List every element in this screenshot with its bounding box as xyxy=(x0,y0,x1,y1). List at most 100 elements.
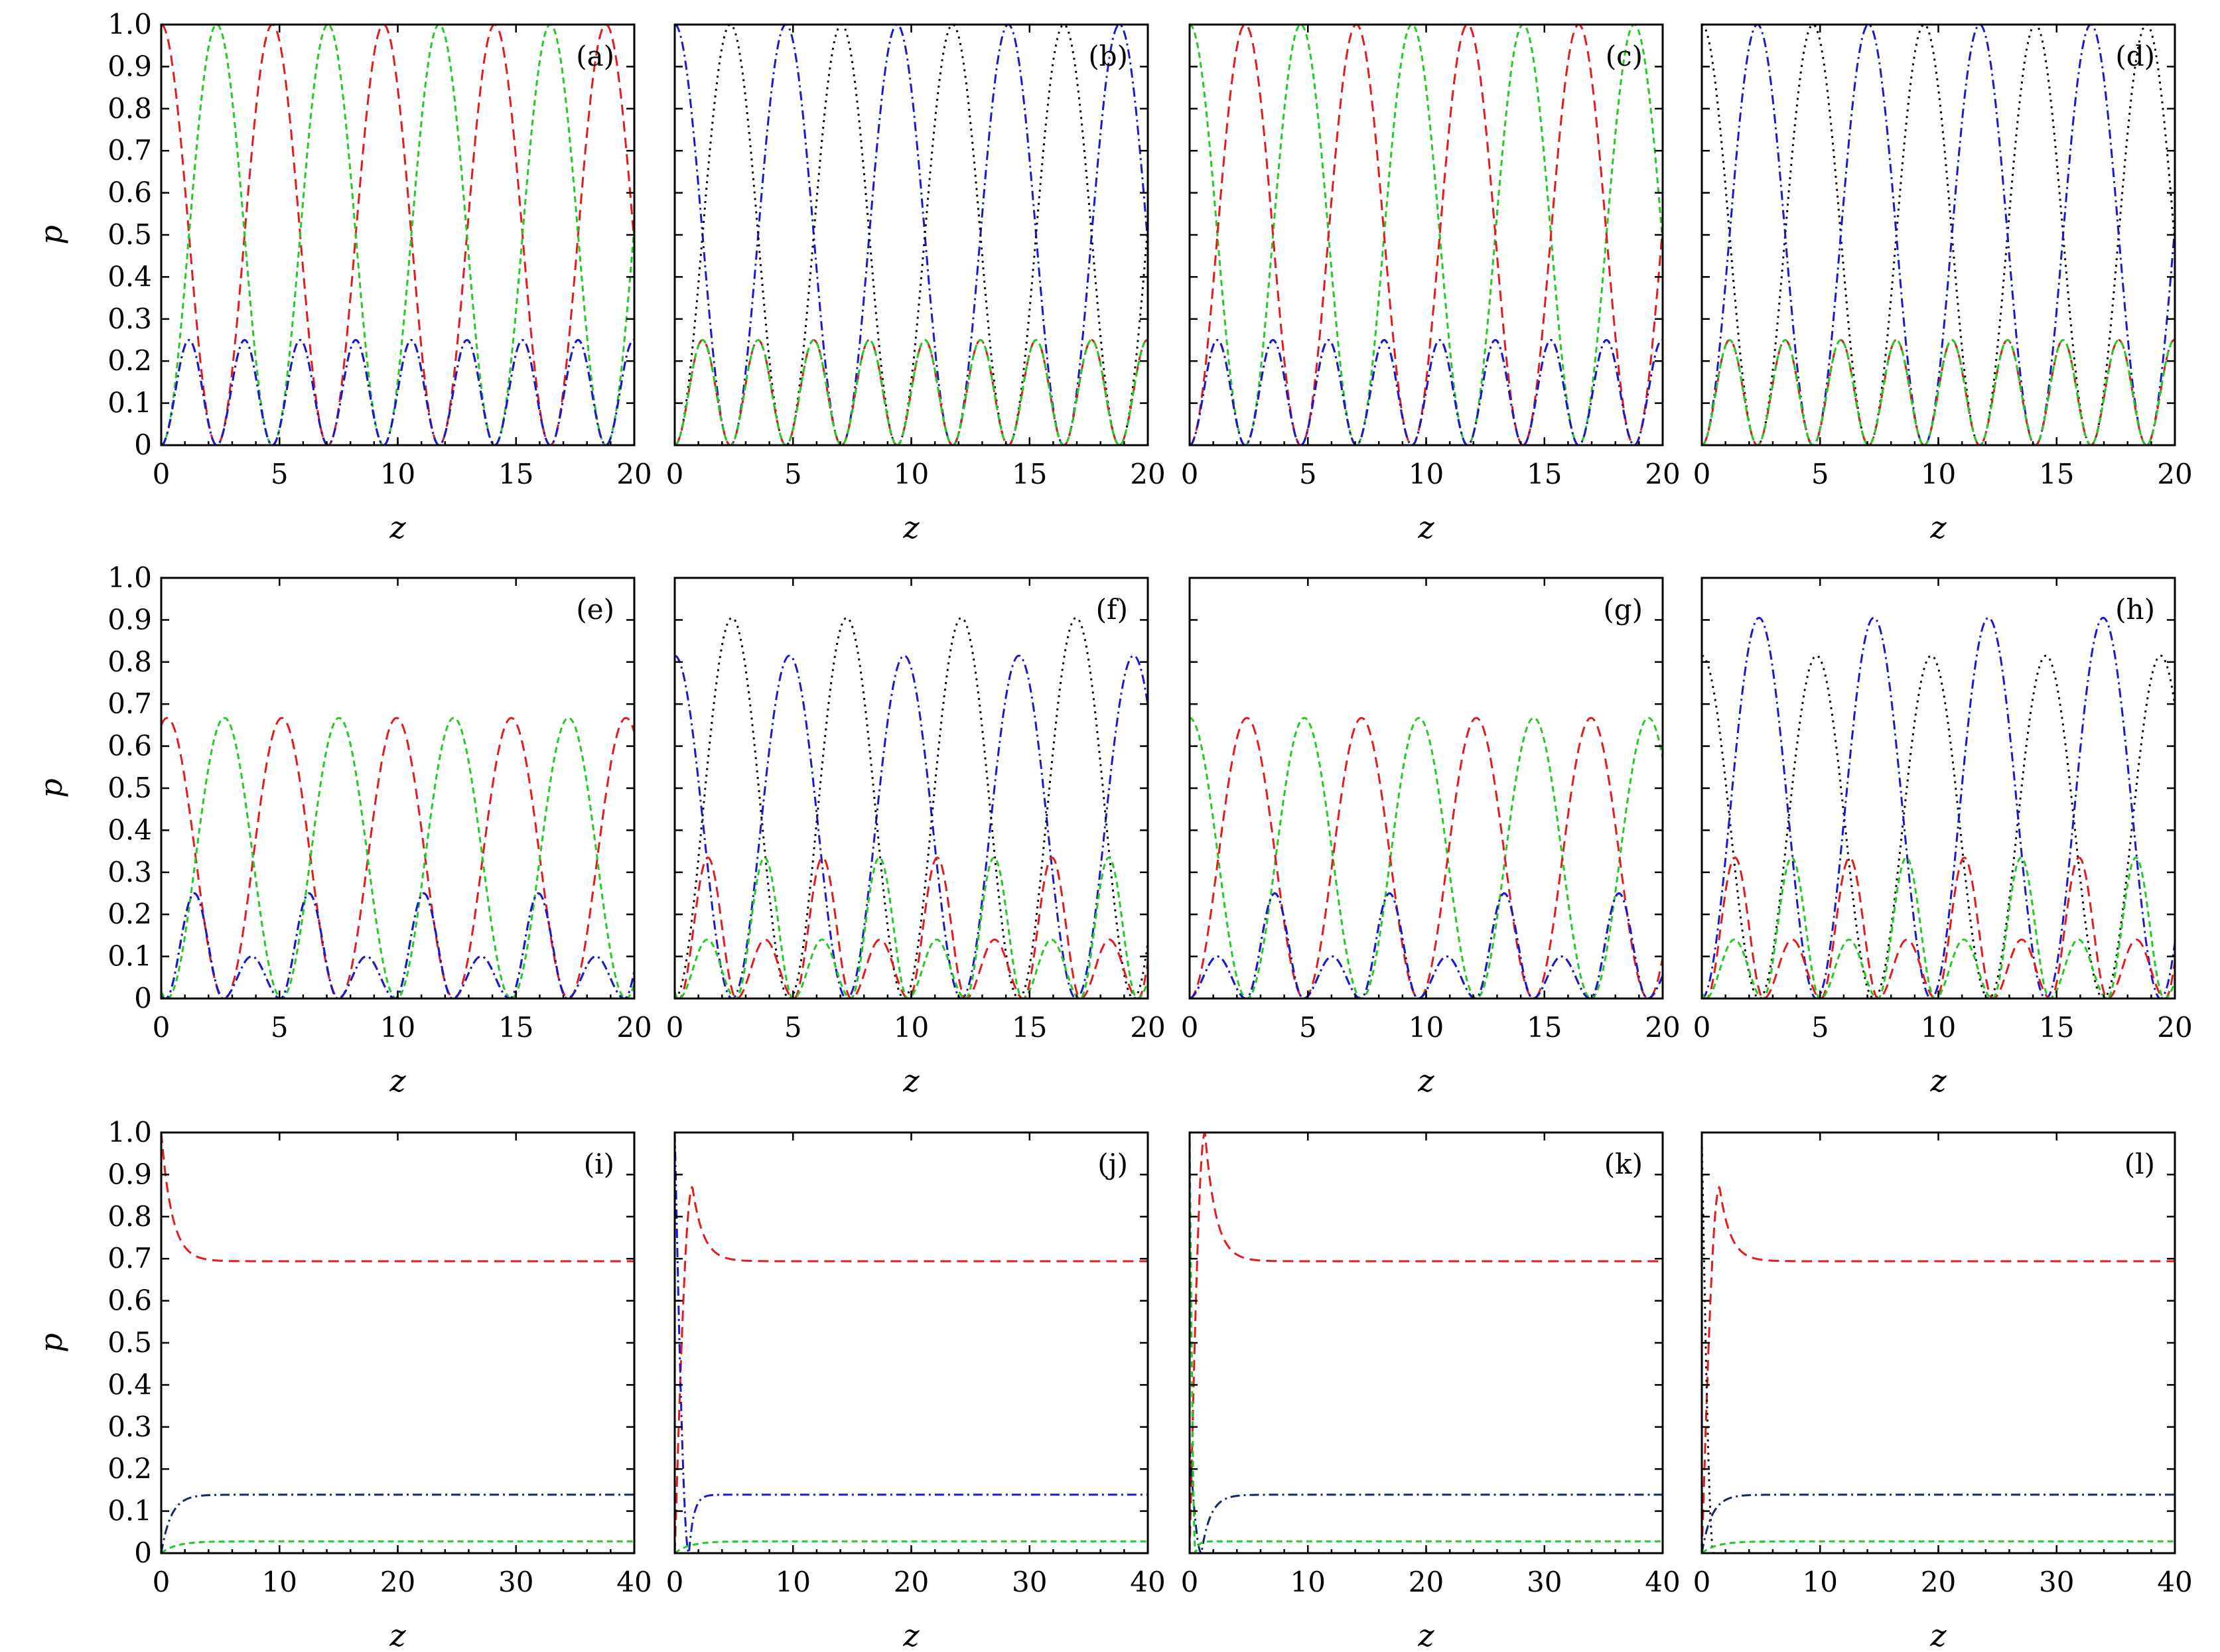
x-tick-label: 30 xyxy=(1012,1566,1047,1598)
series-black-line xyxy=(1702,25,2175,445)
plot-frame xyxy=(673,1131,1149,1554)
panel-h: 0 5 10 15 20 z (h) xyxy=(1693,577,2193,1099)
x-tick-label: 0 xyxy=(1693,1566,1711,1598)
x-tick-label: 10 xyxy=(894,458,929,490)
panel-label: (k) xyxy=(1604,1148,1643,1180)
x-tick-label: 5 xyxy=(271,1011,289,1044)
x-tick-label: 30 xyxy=(498,1566,533,1598)
series-green-line xyxy=(1702,338,2175,445)
x-axis-title: z xyxy=(902,1063,920,1099)
y-tick-label: 0 xyxy=(134,429,152,461)
y-tick-label: 0.4 xyxy=(107,260,152,293)
panel-label: (e) xyxy=(576,593,614,626)
series-red-line xyxy=(161,717,634,998)
x-tick-label: 15 xyxy=(1527,458,1562,490)
series-red-line xyxy=(675,1186,1148,1553)
x-tick-label: 5 xyxy=(1811,458,1829,490)
x-tick-label: 20 xyxy=(1645,458,1680,490)
series-red-line xyxy=(1702,857,2175,998)
x-tick-label: 0 xyxy=(1181,1011,1199,1044)
plot-frame xyxy=(1188,577,1664,1000)
panel-label: (g) xyxy=(1603,593,1643,626)
series-blue-line xyxy=(675,654,1148,998)
x-tick-label: 20 xyxy=(2157,458,2192,490)
series-black-line xyxy=(1702,654,2175,998)
plot-frame xyxy=(673,577,1149,1000)
x-axis-title: z xyxy=(1417,510,1434,545)
series-red-line xyxy=(1702,1186,2175,1553)
series-green-line xyxy=(675,1540,1148,1553)
series-green-line xyxy=(1190,717,1663,998)
y-tick-label: 1.0 xyxy=(107,561,152,594)
series-black-line xyxy=(1702,1140,2175,1553)
y-tick-label: 0.1 xyxy=(107,387,152,419)
y-tick-label: 0.2 xyxy=(107,898,152,930)
series-group xyxy=(1190,1133,1663,1553)
series-group xyxy=(1190,25,1663,445)
y-tick-label: 0.1 xyxy=(107,940,152,973)
y-tick-label: 0.7 xyxy=(107,134,152,167)
series-navy-line xyxy=(161,1493,634,1553)
series-red-line xyxy=(1190,1133,1663,1553)
y-tick-label: 0 xyxy=(134,982,152,1014)
x-tick-label: 0 xyxy=(153,1566,171,1598)
series-group xyxy=(161,1133,634,1553)
series-green-line xyxy=(1190,1133,1663,1553)
series-group xyxy=(675,1133,1148,1553)
x-tick-label: 0 xyxy=(1693,1011,1711,1044)
x-axis-title: z xyxy=(1417,1063,1434,1099)
y-tick-label: 0.8 xyxy=(107,1200,152,1233)
y-tick-label: 1.0 xyxy=(107,1116,152,1148)
panel-label: (a) xyxy=(576,40,614,72)
x-tick-label: 10 xyxy=(262,1566,297,1598)
series-blue-line xyxy=(675,1133,1148,1553)
x-tick-label: 5 xyxy=(1299,1011,1317,1044)
series-black-line xyxy=(675,25,1148,445)
series-black-line xyxy=(675,616,1148,998)
y-tick-label: 0.4 xyxy=(107,1368,152,1401)
x-tick-label: 0 xyxy=(1181,458,1199,490)
y-tick-label: 0.5 xyxy=(107,772,152,804)
x-axis-title: z xyxy=(389,510,406,545)
panel-label: (d) xyxy=(2115,40,2155,72)
series-green-line xyxy=(675,857,1148,998)
series-group xyxy=(675,25,1148,445)
series-green-line xyxy=(675,338,1148,445)
y-tick-label: 0.5 xyxy=(107,1326,152,1359)
x-tick-label: 40 xyxy=(1645,1566,1680,1598)
series-green-line xyxy=(161,717,634,998)
panel-label: (b) xyxy=(1088,40,1128,72)
panel-i: 0 0.1 0.2 0.3 0.4 0.5 0.6 0.7 0.8 0.9 1.0 0 10 20 30 40… xyxy=(33,1116,652,1652)
panel-label: (l) xyxy=(2124,1148,2155,1180)
x-tick-label: 20 xyxy=(380,1566,415,1598)
panel-a: 0 0.1 0.2 0.3 0.4 0.5 0.6 0.7 0.8 0.9 1.0 0 5 10 15 20 z… xyxy=(33,8,652,545)
x-tick-label: 20 xyxy=(1645,1011,1680,1044)
x-tick-label: 10 xyxy=(1409,1011,1444,1044)
x-tick-label: 15 xyxy=(498,1011,533,1044)
series-red-line xyxy=(1190,25,1663,445)
series-green-line xyxy=(161,1540,634,1553)
x-tick-label: 10 xyxy=(1921,458,1956,490)
x-tick-label: 15 xyxy=(1012,458,1047,490)
y-tick-label: 0.8 xyxy=(107,92,152,125)
y-tick-label: 0.3 xyxy=(107,303,152,335)
series-blue-line xyxy=(1702,25,2175,445)
x-tick-label: 5 xyxy=(1811,1011,1829,1044)
x-tick-label: 5 xyxy=(1299,458,1317,490)
x-tick-label: 20 xyxy=(616,1011,652,1044)
x-tick-label: 15 xyxy=(2039,458,2074,490)
y-axis-title: p xyxy=(33,1333,69,1352)
panel-j: 0 10 20 30 40 z (j) xyxy=(666,1131,1166,1652)
y-tick-label: 0.7 xyxy=(107,1242,152,1274)
y-tick-label: 0.6 xyxy=(107,730,152,762)
series-group xyxy=(1190,717,1663,998)
series-group xyxy=(161,717,634,998)
series-red-line xyxy=(1190,717,1663,998)
x-axis-title: z xyxy=(902,1618,920,1652)
x-tick-label: 20 xyxy=(1921,1566,1956,1598)
panel-label: (f) xyxy=(1096,593,1128,626)
y-tick-label: 0.1 xyxy=(107,1495,152,1527)
series-group xyxy=(1702,1140,2175,1553)
panel-k: 0 10 20 30 40 z (k) xyxy=(1181,1131,1681,1652)
